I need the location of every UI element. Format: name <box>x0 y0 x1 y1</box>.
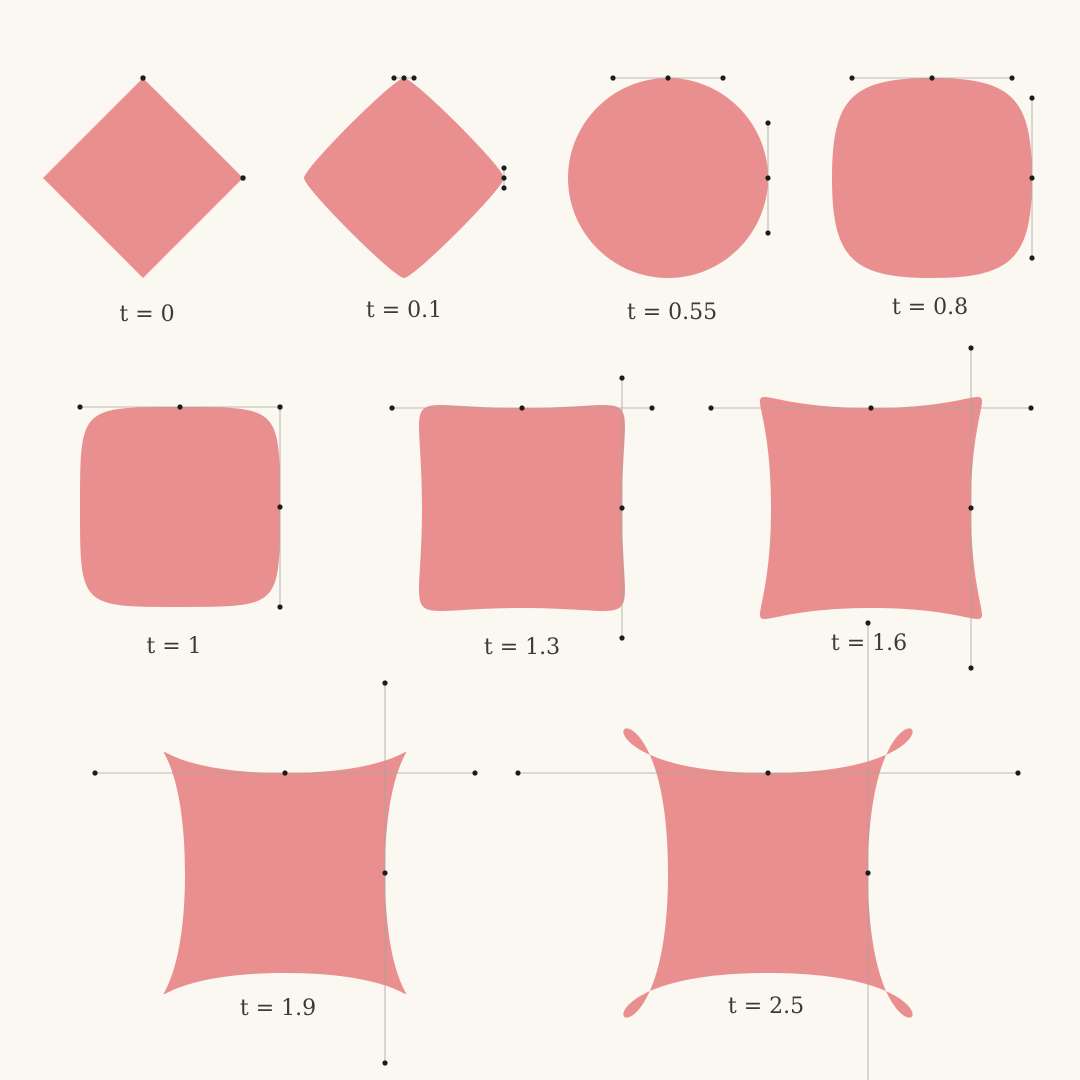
control-point <box>1029 255 1035 261</box>
bezier-shape <box>80 407 280 607</box>
anchor-point <box>277 504 283 510</box>
bezier-shape <box>163 751 407 995</box>
anchor-point <box>519 405 525 411</box>
anchor-point <box>929 75 935 81</box>
control-point <box>77 404 83 410</box>
control-point <box>1009 75 1015 81</box>
control-point <box>708 405 714 411</box>
control-point <box>277 404 283 410</box>
control-point <box>501 185 507 191</box>
control-point <box>649 405 655 411</box>
anchor-point <box>177 404 183 410</box>
anchor-point <box>382 870 388 876</box>
anchor-point <box>619 505 625 511</box>
bezier-shape <box>43 78 243 278</box>
shape-label-t1-9: t = 1.9 <box>239 996 317 1021</box>
control-point <box>472 770 478 776</box>
anchor-point <box>865 870 871 876</box>
bezier-shape <box>832 78 1032 278</box>
control-point <box>277 604 283 610</box>
shape-label-t1: t = 1 <box>146 634 202 659</box>
shape-label-t0-8: t = 0.8 <box>891 295 969 320</box>
shape-label-t1-3: t = 1.3 <box>483 635 561 660</box>
control-point <box>411 75 417 81</box>
anchor-point <box>665 75 671 81</box>
control-point <box>515 770 521 776</box>
shape-label-t0-1: t = 0.1 <box>365 298 443 323</box>
control-point <box>765 120 771 126</box>
control-point <box>865 620 871 626</box>
control-point <box>610 75 616 81</box>
control-point <box>1029 95 1035 101</box>
control-point <box>140 75 146 81</box>
control-point <box>765 230 771 236</box>
control-point <box>968 665 974 671</box>
shape-label-t1-6: t = 1.6 <box>830 631 908 656</box>
shape-label-t2-5: t = 2.5 <box>727 994 805 1019</box>
anchor-point <box>968 505 974 511</box>
control-point <box>619 375 625 381</box>
bezier-shape <box>759 396 983 620</box>
control-point <box>501 165 507 171</box>
control-point <box>1015 770 1021 776</box>
control-point <box>389 405 395 411</box>
control-point <box>391 75 397 81</box>
control-point <box>1028 405 1034 411</box>
control-point <box>382 1060 388 1066</box>
anchor-point <box>868 405 874 411</box>
control-point <box>849 75 855 81</box>
control-point <box>382 680 388 686</box>
anchor-point <box>401 75 407 81</box>
control-point <box>240 175 246 181</box>
anchor-point <box>765 175 771 181</box>
bezier-shape <box>568 78 768 278</box>
control-point <box>619 635 625 641</box>
anchor-point <box>282 770 288 776</box>
bezier-shape <box>304 78 504 278</box>
anchor-point <box>501 175 507 181</box>
control-point <box>92 770 98 776</box>
anchor-point <box>1029 175 1035 181</box>
anchor-point <box>765 770 771 776</box>
control-point <box>720 75 726 81</box>
bezier-shape <box>419 405 625 611</box>
shape-label-t0-55: t = 0.55 <box>626 300 718 325</box>
shape-label-t0: t = 0 <box>119 302 175 327</box>
control-point <box>968 345 974 351</box>
bezier-shape <box>623 728 913 1018</box>
